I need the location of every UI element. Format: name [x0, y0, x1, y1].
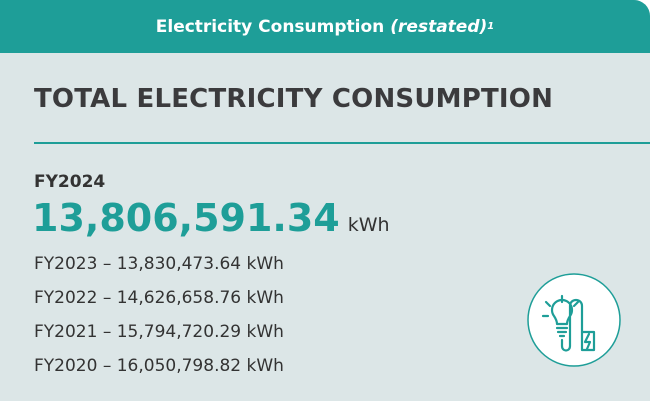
header-bar: Electricity Consumption (restated) 1 [0, 0, 650, 53]
current-label: FY2024 [34, 172, 106, 192]
history-item: FY2022 – 14,626,658.76 kWh [34, 288, 284, 308]
history-item: FY2021 – 15,794,720.29 kWh [34, 322, 284, 342]
current-value-row: 13,806,591.34 kWh [32, 196, 390, 240]
heading: TOTAL ELECTRICITY CONSUMPTION [34, 84, 554, 114]
history-item: FY2020 – 16,050,798.82 kWh [34, 356, 284, 376]
current-value: 13,806,591.34 [32, 196, 340, 240]
footnote-mark: 1 [487, 21, 495, 32]
header-title: Electricity Consumption [155, 16, 385, 37]
current-unit: kWh [347, 214, 390, 236]
history-list: FY2023 – 13,830,473.64 kWh FY2022 – 14,62… [34, 252, 284, 388]
header-qualifier: (restated) [390, 16, 488, 37]
divider [34, 142, 650, 144]
bulb-plug-icon [527, 273, 621, 367]
history-item: FY2023 – 13,830,473.64 kWh [34, 254, 284, 274]
